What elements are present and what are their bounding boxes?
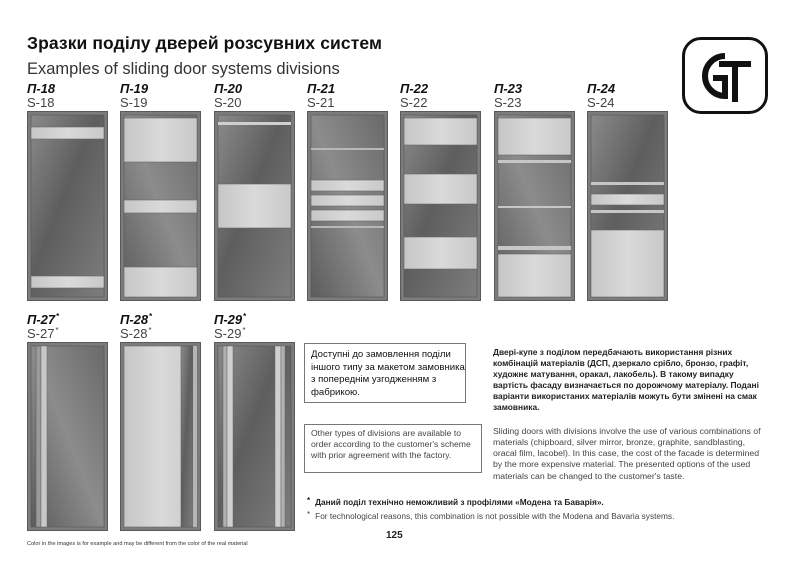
color-disclaimer: Color in the images is for example and m…	[27, 541, 248, 547]
brand-logo	[682, 37, 768, 114]
note-text: Доступні до замовлення поділи іншого тип…	[311, 349, 465, 398]
door-s23	[494, 111, 575, 301]
door-label-s23: П-23 S-23	[494, 82, 522, 109]
footnote-text: For technological reasons, this combinat…	[315, 511, 675, 521]
footnote-marker: *	[242, 326, 246, 335]
door-code-en: S-27	[27, 326, 55, 341]
door-s24	[587, 111, 668, 301]
footnote-ua: * Даний поділ технічно неможливий з профі…	[307, 496, 604, 508]
door-code-en: S-22	[400, 95, 428, 110]
door-code-ua: П-29	[214, 312, 243, 327]
door-code-ua: П-18	[27, 81, 56, 96]
door-s19	[120, 111, 201, 301]
door-s21	[307, 111, 388, 301]
door-label-s18: П-18 S-18	[27, 82, 55, 109]
footnote-marker: *	[243, 312, 247, 321]
door-code-ua: П-27	[27, 312, 56, 327]
footnote-en: * For technological reasons, this combina…	[307, 510, 674, 522]
door-label-s20: П-20 S-20	[214, 82, 242, 109]
custom-division-note-ua: Доступні до замовлення поділи іншого тип…	[304, 343, 466, 403]
door-code-ua: П-22	[400, 81, 429, 96]
door-code-en: S-24	[587, 95, 615, 110]
footnote-star: *	[307, 496, 311, 505]
page-number: 125	[386, 530, 403, 541]
door-s18	[27, 111, 108, 301]
door-label-s28: П-28* S-28*	[120, 312, 153, 341]
door-code-ua: П-23	[494, 81, 523, 96]
door-s20	[214, 111, 295, 301]
door-code-ua: П-21	[307, 81, 336, 96]
door-s29	[214, 342, 295, 531]
door-label-s24: П-24 S-24	[587, 82, 615, 109]
page-title-ua: Зразки поділу дверей розсувних систем	[27, 33, 383, 53]
materials-description-en: Sliding doors with divisions involve the…	[493, 426, 761, 481]
door-label-s27: П-27* S-27*	[27, 312, 60, 341]
note-text: Other types of divisions are available t…	[311, 428, 471, 460]
door-s27	[27, 342, 108, 531]
footnote-marker: *	[56, 312, 60, 321]
door-label-s22: П-22 S-22	[400, 82, 428, 109]
door-s22	[400, 111, 481, 301]
door-label-s29: П-29* S-29*	[214, 312, 247, 341]
door-code-en: S-18	[27, 95, 55, 110]
door-label-s19: П-19 S-19	[120, 82, 148, 109]
door-code-ua: П-24	[587, 81, 616, 96]
door-code-ua: П-28	[120, 312, 149, 327]
door-code-en: S-21	[307, 95, 335, 110]
door-code-ua: П-19	[120, 81, 149, 96]
door-code-ua: П-20	[214, 81, 243, 96]
door-label-s21: П-21 S-21	[307, 82, 335, 109]
door-code-en: S-28	[120, 326, 148, 341]
page-title-en: Examples of sliding door systems divisio…	[27, 60, 340, 78]
door-code-en: S-29	[214, 326, 242, 341]
footnote-marker: *	[149, 312, 153, 321]
materials-description-ua: Двері-купе з поділом передбачають викори…	[493, 347, 759, 412]
footnote-marker: *	[148, 326, 152, 335]
footnote-star: *	[307, 510, 311, 519]
footnote-marker: *	[55, 326, 59, 335]
custom-division-note-en: Other types of divisions are available t…	[304, 424, 482, 473]
door-code-en: S-20	[214, 95, 242, 110]
footnote-text: Даний поділ технічно неможливий з профіл…	[315, 497, 604, 507]
door-code-en: S-23	[494, 95, 522, 110]
door-code-en: S-19	[120, 95, 148, 110]
door-s28	[120, 342, 201, 531]
